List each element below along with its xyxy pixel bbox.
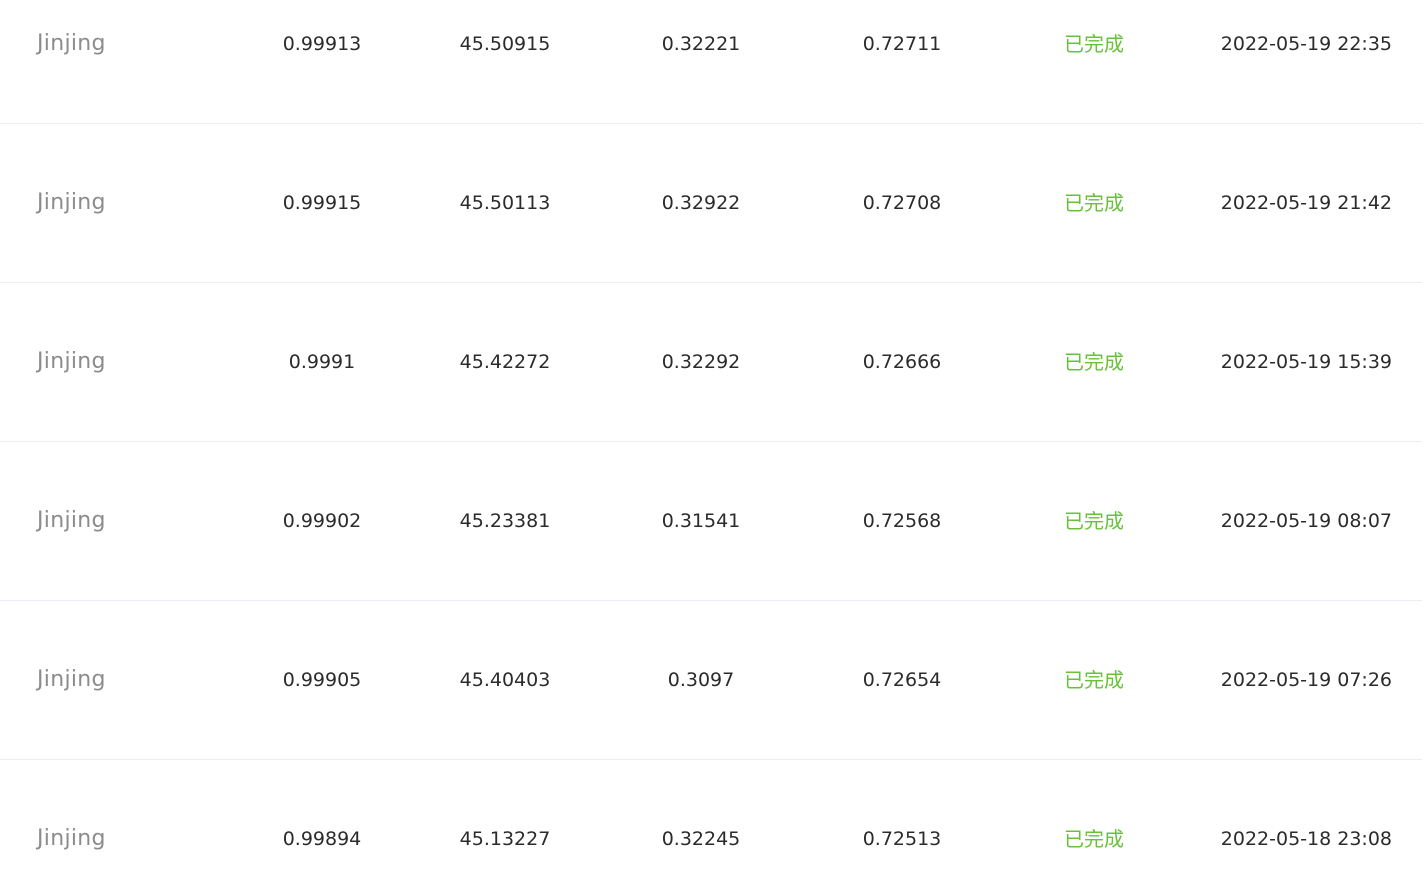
metric-2: 45.50113	[459, 192, 551, 214]
metric-4: 0.72654	[862, 669, 942, 691]
table-row: Jinjing 0.99915 45.50113 0.32922 0.72708…	[0, 124, 1422, 283]
table-row: Jinjing 0.99905 45.40403 0.3097 0.72654 …	[0, 601, 1422, 760]
metric-4: 0.72513	[862, 828, 942, 850]
metric-1: 0.99905	[282, 669, 362, 691]
metric-3: 0.32221	[661, 33, 741, 55]
status-text: 已完成	[1064, 668, 1124, 692]
status-text: 已完成	[1064, 191, 1124, 215]
metric-1: 0.9991	[288, 351, 356, 373]
metric-1: 0.99894	[282, 828, 362, 850]
metric-3: 0.3097	[667, 669, 735, 691]
metric-4: 0.72666	[862, 351, 942, 373]
user-name: Jinjing	[37, 349, 106, 374]
user-name: Jinjing	[37, 667, 106, 692]
status-text: 已完成	[1064, 827, 1124, 851]
submit-time: 2022-05-19 08:07	[1220, 510, 1392, 532]
user-name: Jinjing	[37, 826, 106, 851]
user-name: Jinjing	[37, 31, 106, 56]
metric-3: 0.31541	[661, 510, 741, 532]
metric-2: 45.13227	[459, 828, 551, 850]
metric-3: 0.32922	[661, 192, 741, 214]
table-row: Jinjing 0.99902 45.23381 0.31541 0.72568…	[0, 442, 1422, 601]
metric-2: 45.40403	[459, 669, 551, 691]
submit-time: 2022-05-19 15:39	[1220, 351, 1392, 373]
metric-2: 45.42272	[459, 351, 551, 373]
metric-3: 0.32292	[661, 351, 741, 373]
submit-time: 2022-05-18 23:08	[1220, 828, 1392, 850]
metric-1: 0.99902	[282, 510, 362, 532]
metric-4: 0.72568	[862, 510, 942, 532]
user-name: Jinjing	[37, 508, 106, 533]
metric-2: 45.23381	[459, 510, 551, 532]
table-row: Jinjing 0.9991 45.42272 0.32292 0.72666 …	[0, 283, 1422, 442]
metric-4: 0.72711	[862, 33, 942, 55]
table-row: Jinjing 0.99913 45.50915 0.32221 0.72711…	[0, 0, 1422, 124]
submit-time: 2022-05-19 22:35	[1220, 33, 1392, 55]
submit-time: 2022-05-19 21:42	[1220, 192, 1392, 214]
metric-1: 0.99915	[282, 192, 362, 214]
metric-2: 45.50915	[459, 33, 551, 55]
status-text: 已完成	[1064, 32, 1124, 56]
metric-4: 0.72708	[862, 192, 942, 214]
table-row: Jinjing 0.99894 45.13227 0.32245 0.72513…	[0, 760, 1422, 883]
user-name: Jinjing	[37, 190, 106, 215]
metric-3: 0.32245	[661, 828, 741, 850]
submit-time: 2022-05-19 07:26	[1220, 669, 1392, 691]
status-text: 已完成	[1064, 509, 1124, 533]
metric-1: 0.99913	[282, 33, 362, 55]
status-text: 已完成	[1064, 350, 1124, 374]
